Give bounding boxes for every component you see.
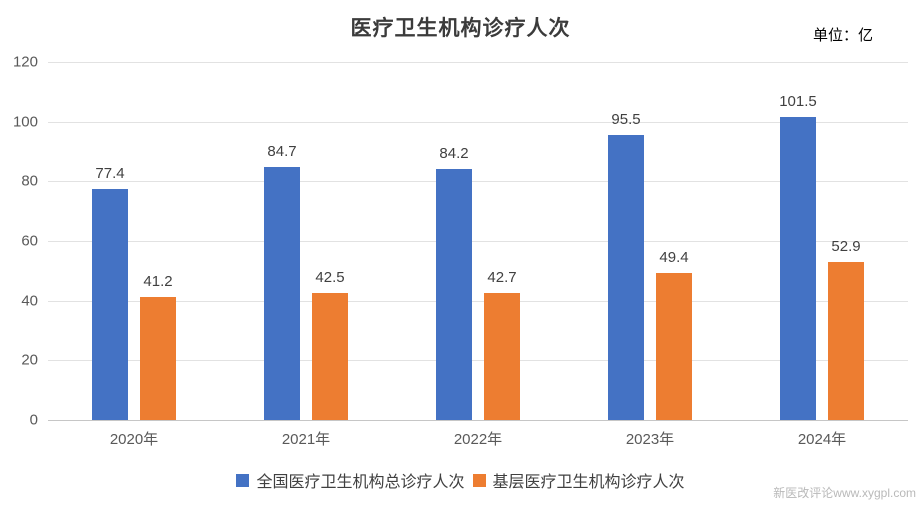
unit-label: 单位：亿: [812, 27, 873, 44]
x-axis-line: [48, 420, 908, 421]
bar-value-label: 42.7: [487, 268, 517, 286]
y-tick-label: 20: [21, 351, 38, 369]
legend-label: 基层医疗卫生机构诊疗人次: [492, 474, 685, 491]
x-axis-label: 2023年: [625, 431, 675, 448]
watermark: 新医改评论www.xygpl.com: [773, 486, 916, 500]
bar-series1: [780, 117, 816, 420]
bar-value-label: 49.4: [659, 248, 689, 266]
bar-value-label: 52.9: [831, 238, 861, 256]
bar-series2: [656, 272, 692, 420]
legend: 全国医疗卫生机构总诊疗人次 基层医疗卫生机构诊疗人次: [0, 468, 921, 492]
bar-value-label: 41.2: [143, 273, 173, 291]
x-axis-label: 2021年: [281, 431, 331, 448]
x-axis-label: 2024年: [797, 431, 847, 448]
legend-swatch-icon: [472, 473, 486, 487]
bar-value-label: 84.2: [439, 144, 469, 162]
gridline: [48, 241, 908, 242]
bar-value-label: 101.5: [779, 93, 817, 111]
gridline: [48, 360, 908, 362]
bar-series1: [92, 189, 128, 420]
bar-series2: [312, 293, 348, 420]
bar-series2: [140, 297, 176, 420]
x-axis-label: 2020年: [109, 431, 159, 448]
gridline: [48, 121, 908, 123]
bar-series2: [828, 262, 864, 420]
bar-value-label: 77.4: [95, 165, 125, 183]
y-tick-label: 60: [21, 232, 38, 250]
y-tick-label: 0: [29, 411, 38, 429]
gridline: [48, 300, 908, 302]
bar-value-label: 84.7: [267, 143, 297, 161]
bar-series1: [264, 167, 300, 420]
gridline: [48, 62, 908, 63]
bar-series2: [484, 292, 520, 420]
gridline: [48, 181, 908, 183]
x-axis-label: 2022年: [453, 431, 503, 448]
legend-label: 全国医疗卫生机构总诊疗人次: [256, 474, 465, 491]
legend-item-series1: 全国医疗卫生机构总诊疗人次: [236, 468, 465, 492]
legend-swatch-icon: [236, 473, 250, 487]
y-tick-label: 120: [12, 53, 38, 71]
bar-series1: [608, 135, 644, 420]
y-tick-label: 40: [21, 292, 38, 310]
y-tick-label: 100: [12, 113, 38, 131]
legend-item-series2: 基层医疗卫生机构诊疗人次: [472, 468, 685, 492]
bar-value-label: 42.5: [315, 269, 345, 287]
bar-series1: [436, 168, 472, 420]
chart-title: 医疗卫生机构诊疗人次: [350, 17, 571, 40]
plot-area: 0 20 40 60 80 100 120 77.4 41.2 2020年 84.7 42.5 2021…: [13, 54, 908, 448]
bar-value-label: 95.5: [611, 111, 641, 129]
y-tick-label: 80: [21, 172, 38, 190]
